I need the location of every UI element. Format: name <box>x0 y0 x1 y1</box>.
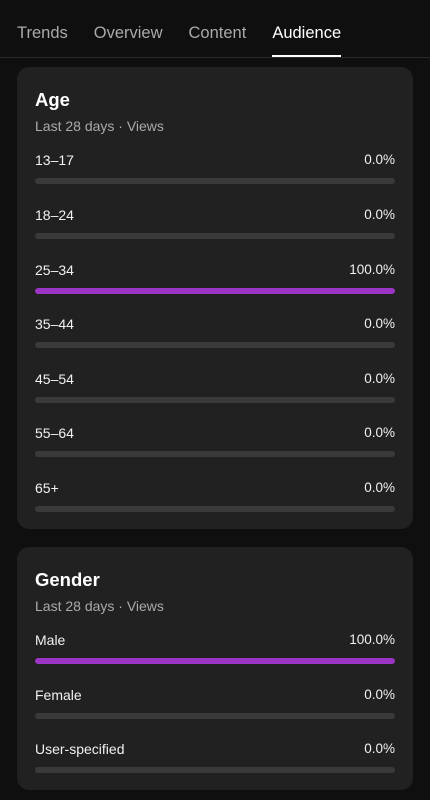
card-subtitle: Last 28 days · Views <box>35 118 164 134</box>
row-label: 18–24 <box>35 207 74 223</box>
progress-fill <box>35 288 395 294</box>
row-value: 100.0% <box>349 262 395 277</box>
age-row-35-44: 35–44 0.0% <box>35 316 395 356</box>
row-value: 0.0% <box>364 425 395 440</box>
card-title: Gender <box>35 569 100 590</box>
progress-track <box>35 288 395 294</box>
row-label: 55–64 <box>35 425 74 441</box>
card-subtitle: Last 28 days · Views <box>35 598 164 614</box>
progress-track <box>35 342 395 348</box>
row-label: 65+ <box>35 480 59 496</box>
row-label: 25–34 <box>35 262 74 278</box>
row-value: 0.0% <box>364 152 395 167</box>
progress-track <box>35 451 395 457</box>
age-row-65-plus: 65+ 0.0% <box>35 480 395 520</box>
gender-row-female: Female 0.0% <box>35 687 395 727</box>
row-value: 0.0% <box>364 207 395 222</box>
age-row-45-54: 45–54 0.0% <box>35 371 395 411</box>
progress-track <box>35 397 395 403</box>
age-card: Age Last 28 days · Views 13–17 0.0% 18–2… <box>17 67 413 529</box>
row-label: 13–17 <box>35 152 74 168</box>
row-value: 0.0% <box>364 480 395 495</box>
progress-track <box>35 233 395 239</box>
gender-card: Gender Last 28 days · Views Male 100.0% … <box>17 547 413 790</box>
tab-content[interactable]: Content <box>189 24 247 43</box>
progress-track <box>35 713 395 719</box>
tab-content-label: Content <box>188 24 247 42</box>
tab-overview[interactable]: Overview <box>94 24 163 43</box>
row-value: 0.0% <box>364 741 395 756</box>
row-value: 0.0% <box>364 687 395 702</box>
row-value: 0.0% <box>364 316 395 331</box>
row-label: User-specified <box>35 741 125 757</box>
gender-row-male: Male 100.0% <box>35 632 395 672</box>
age-row-18-24: 18–24 0.0% <box>35 207 395 247</box>
progress-fill <box>35 658 395 664</box>
age-row-13-17: 13–17 0.0% <box>35 152 395 192</box>
progress-track <box>35 178 395 184</box>
tab-overview-label: Overview <box>93 24 163 42</box>
tab-bar: Trends Overview Content Audience <box>0 0 430 58</box>
progress-track <box>35 658 395 664</box>
row-value: 100.0% <box>349 632 395 647</box>
age-row-25-34: 25–34 100.0% <box>35 262 395 302</box>
row-value: 0.0% <box>364 371 395 386</box>
tab-trends-label: Trends <box>17 24 68 42</box>
row-label: 45–54 <box>35 371 74 387</box>
age-row-55-64: 55–64 0.0% <box>35 425 395 465</box>
tab-audience[interactable]: Audience <box>272 24 342 57</box>
gender-row-user-specified: User-specified 0.0% <box>35 741 395 781</box>
progress-track <box>35 767 395 773</box>
row-label: Male <box>35 632 66 648</box>
row-label: Female <box>35 687 82 703</box>
row-label: 35–44 <box>35 316 74 332</box>
card-title: Age <box>35 89 70 110</box>
tab-trends[interactable]: Trends <box>17 24 68 43</box>
tab-indicator <box>272 55 342 57</box>
progress-track <box>35 506 395 512</box>
tab-audience-label: Audience <box>272 24 342 42</box>
